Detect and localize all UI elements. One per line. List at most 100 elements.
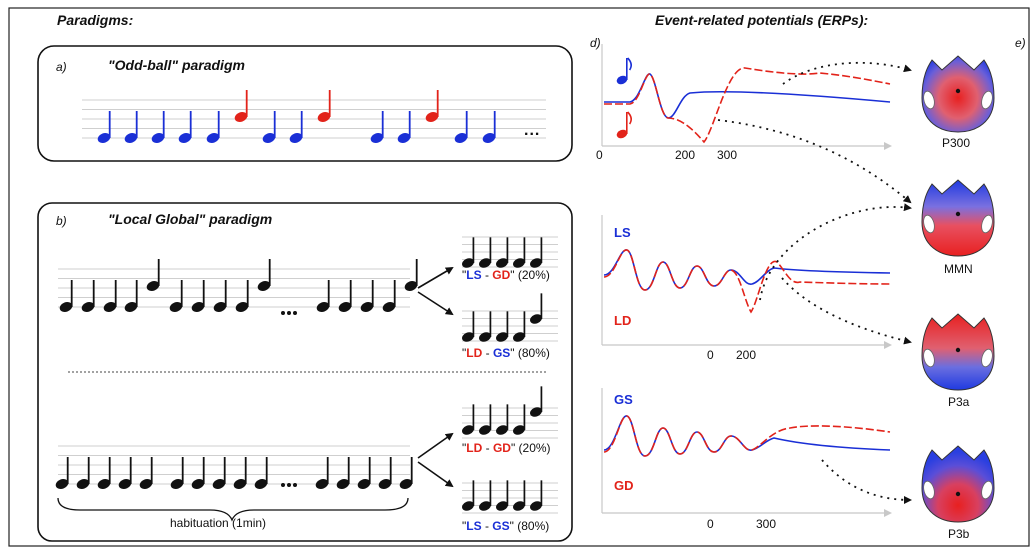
note — [530, 386, 543, 417]
note-head — [479, 332, 491, 342]
note-head — [616, 129, 628, 139]
note-head — [262, 133, 276, 143]
note — [124, 111, 138, 143]
panel-a-label: a) — [56, 60, 67, 74]
note-stem — [540, 293, 543, 319]
note-head — [496, 332, 508, 342]
note-stem — [506, 311, 509, 337]
erp-plots — [601, 44, 892, 517]
sequence-ellipsis — [281, 311, 297, 487]
note-stem — [108, 457, 111, 484]
note-head — [213, 302, 227, 312]
note-head — [316, 302, 330, 312]
note-stem — [245, 90, 248, 117]
note-head — [360, 302, 374, 312]
note-head — [378, 479, 392, 489]
note-head — [357, 479, 371, 489]
note-stem — [540, 386, 543, 412]
erp-top-deviant-wave — [604, 67, 891, 144]
note-head — [399, 479, 413, 489]
erp-mid-ls-wave — [603, 249, 891, 291]
note-stem — [489, 311, 492, 337]
note-head — [124, 133, 138, 143]
note-head — [254, 479, 268, 489]
electrode-dot — [955, 347, 961, 353]
note-stem — [92, 280, 95, 307]
erps-header: Event-related potentials (ERPs): — [655, 12, 869, 28]
note-head — [289, 133, 303, 143]
note-head — [76, 479, 90, 489]
note-stem — [202, 280, 205, 307]
note-stem — [540, 237, 543, 263]
note — [462, 480, 475, 511]
ellipsis-dot — [287, 311, 291, 315]
note-stem — [129, 457, 132, 484]
note-stem — [410, 457, 413, 484]
note-head — [479, 258, 491, 268]
panel-b-label: b) — [56, 214, 67, 228]
note-head — [81, 302, 95, 312]
right-ear-hole — [981, 348, 993, 368]
note-head — [496, 258, 508, 268]
note-head — [616, 75, 628, 85]
note-stem — [489, 237, 492, 263]
note-stem — [506, 404, 509, 430]
note-stem — [540, 480, 543, 506]
note — [397, 111, 411, 143]
note — [462, 237, 475, 268]
note-stem — [349, 280, 352, 307]
note-head — [482, 133, 496, 143]
note-head — [191, 302, 205, 312]
panel-a-ellipsis: ... — [524, 122, 541, 139]
note-head — [513, 425, 525, 435]
note-head — [454, 133, 468, 143]
note — [118, 457, 132, 489]
head-outline — [921, 55, 995, 133]
note — [59, 280, 73, 312]
note — [316, 280, 330, 312]
electrode-dot — [955, 211, 961, 217]
erp-bot-gd-tag: GD — [614, 478, 634, 493]
note — [530, 237, 543, 268]
habituation-label: habituation (1min) — [170, 516, 267, 530]
note-head — [234, 112, 248, 122]
note-stem — [300, 111, 303, 138]
note — [479, 311, 492, 342]
note-stem — [489, 404, 492, 430]
note — [425, 90, 439, 122]
note-head — [124, 302, 138, 312]
erp-mid-ls-tag: LS — [614, 225, 631, 240]
note — [462, 404, 475, 435]
note-head — [139, 479, 153, 489]
note-stem — [181, 457, 184, 484]
erp-top-tick-300: 300 — [717, 148, 738, 162]
habituation-brace — [57, 497, 409, 522]
note-head — [235, 302, 249, 312]
note-stem — [87, 457, 90, 484]
note — [124, 280, 138, 312]
note-stem — [472, 311, 475, 337]
note-stem — [472, 480, 475, 506]
note-head — [530, 407, 542, 417]
note-head — [530, 314, 542, 324]
erp-mid-tick-200: 200 — [736, 348, 757, 362]
note — [317, 90, 331, 122]
note-stem — [66, 457, 69, 484]
note-head — [462, 258, 474, 268]
note — [513, 480, 526, 511]
erp-mid-ld-tag: LD — [614, 313, 632, 328]
erp-mid-tick-0: 0 — [707, 348, 714, 362]
note — [262, 111, 276, 143]
note — [213, 280, 227, 312]
outcome-caption-1: "LS - GD" (20%) — [462, 268, 550, 282]
note-stem — [114, 280, 117, 307]
note — [206, 111, 220, 143]
note-head — [397, 133, 411, 143]
note-head — [191, 479, 205, 489]
left-ear-hole — [923, 90, 935, 110]
note-head — [462, 332, 474, 342]
ellipsis-dot — [281, 483, 285, 487]
note — [289, 111, 303, 143]
erp-top-standard-wave — [604, 73, 891, 119]
